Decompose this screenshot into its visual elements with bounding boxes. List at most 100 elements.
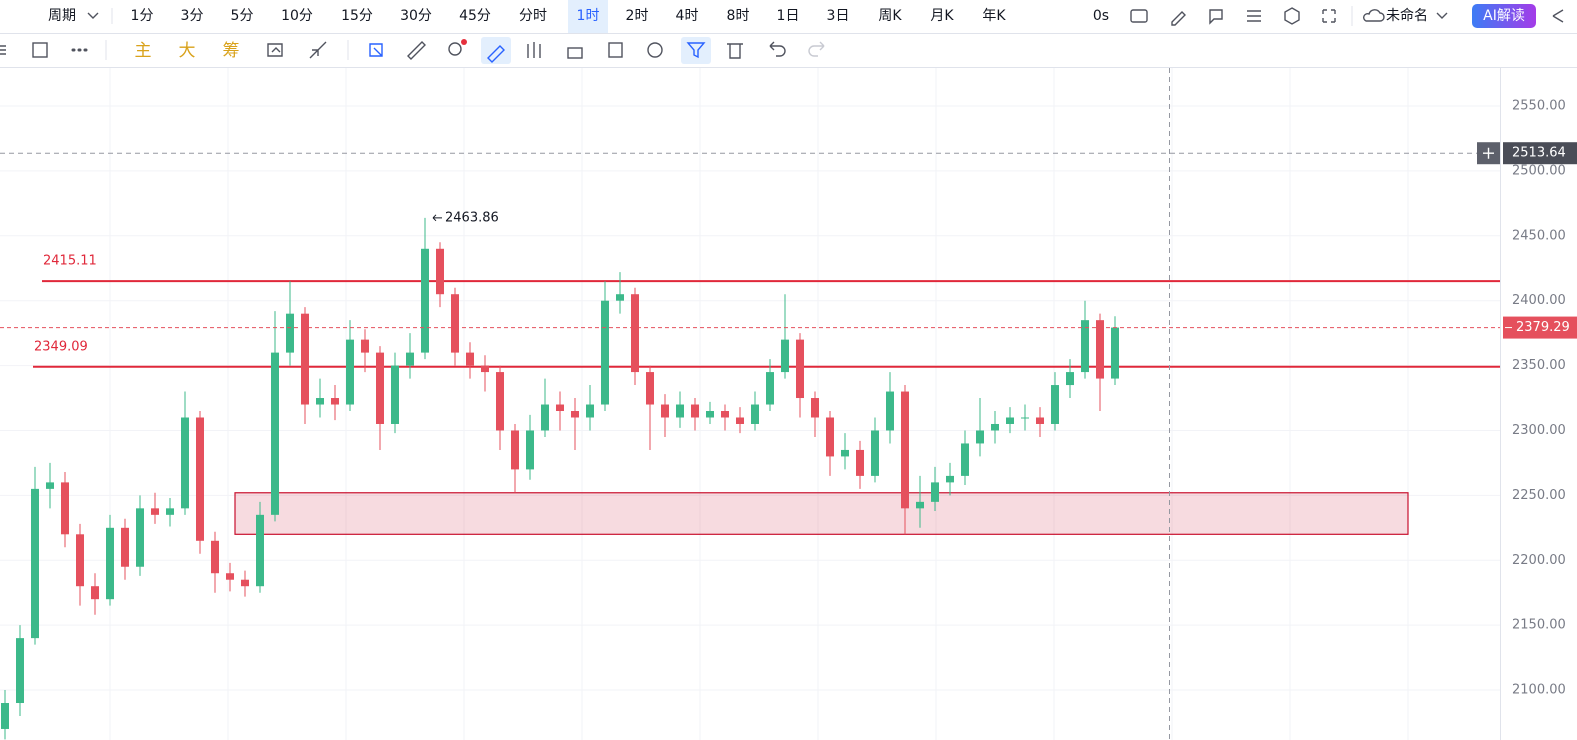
candle-body xyxy=(766,372,774,405)
horizontal-line-label: 2415.11 xyxy=(43,254,97,269)
crosshair-price-label: 2513.64 xyxy=(1512,146,1566,161)
square-icon[interactable] xyxy=(32,42,48,58)
indicator-button[interactable]: 主 xyxy=(135,41,152,61)
redo-icon[interactable] xyxy=(808,41,825,57)
interval-button[interactable]: 15分 xyxy=(341,8,373,24)
brush-icon[interactable] xyxy=(487,45,505,63)
candle-body xyxy=(31,488,39,639)
note-icon[interactable] xyxy=(608,42,623,58)
candle-body xyxy=(271,352,279,515)
candle-body xyxy=(871,430,879,476)
candle-body xyxy=(376,352,384,424)
indicator-button[interactable]: 筹 xyxy=(223,41,240,61)
interval-button[interactable]: 4时 xyxy=(676,8,699,24)
candle-body xyxy=(931,482,939,502)
pen-icon[interactable] xyxy=(1171,11,1186,26)
candle-body xyxy=(811,398,819,418)
interval-button[interactable]: 8时 xyxy=(727,8,750,24)
crosshair-price-box xyxy=(1503,142,1577,165)
active-tool-bg xyxy=(681,37,711,64)
candle-body xyxy=(106,527,114,600)
candle-body xyxy=(496,372,504,431)
interval-button[interactable]: 月K xyxy=(930,8,954,24)
candle-body xyxy=(421,248,429,353)
tool-icon[interactable] xyxy=(267,43,283,57)
candle-body xyxy=(301,313,309,405)
indicator-button[interactable]: 大 xyxy=(179,41,196,61)
plus-icon xyxy=(1483,147,1494,159)
y-tick-label: 2450.00 xyxy=(1512,228,1566,243)
interval-button[interactable]: 30分 xyxy=(400,8,432,24)
interval-button[interactable]: 2时 xyxy=(626,8,649,24)
interval-button[interactable]: 周K xyxy=(878,8,902,24)
interval-button[interactable]: 3日 xyxy=(827,8,850,24)
interval-button[interactable]: 年K xyxy=(982,8,1006,24)
candle-body xyxy=(1111,327,1119,379)
candle-body xyxy=(661,404,669,418)
candle-body xyxy=(946,475,954,483)
candle-body xyxy=(1006,417,1014,424)
ai-button[interactable] xyxy=(1472,4,1536,28)
candle-body xyxy=(616,294,624,301)
ruler-icon[interactable] xyxy=(407,41,426,60)
candle-body xyxy=(691,404,699,418)
interval-button[interactable]: 1日 xyxy=(777,8,800,24)
last-price-label: 2379.29 xyxy=(1516,320,1570,335)
candle-body xyxy=(1036,417,1044,424)
y-tick-label: 2350.00 xyxy=(1512,358,1566,373)
undo-icon[interactable] xyxy=(769,41,786,57)
tool-icon[interactable] xyxy=(309,41,327,59)
y-tick-label: 2300.00 xyxy=(1512,423,1566,438)
interval-button[interactable]: 1时 xyxy=(577,8,600,24)
filter-icon[interactable] xyxy=(686,42,706,59)
candle-body xyxy=(706,411,714,418)
camera-icon[interactable] xyxy=(1130,9,1148,23)
layout-name[interactable]: 未命名 xyxy=(1386,7,1428,24)
share-icon[interactable] xyxy=(1552,9,1564,23)
candle-body xyxy=(196,417,204,541)
candle-body xyxy=(136,508,144,567)
interval-button[interactable]: 分时 xyxy=(519,8,547,24)
candle-body xyxy=(361,339,369,353)
y-tick-label: 2550.00 xyxy=(1512,99,1566,114)
ai-button-label[interactable]: AI解读 xyxy=(1483,7,1525,24)
candle-body xyxy=(61,482,69,535)
y-tick-label: 2400.00 xyxy=(1512,293,1566,308)
candle-body xyxy=(331,398,339,405)
period-menu[interactable]: 周期 xyxy=(48,8,76,24)
interval-button[interactable]: 5分 xyxy=(231,8,254,24)
settings-icon[interactable] xyxy=(1284,7,1300,25)
menu-icon[interactable] xyxy=(0,45,6,55)
lock-icon[interactable] xyxy=(567,47,583,59)
candle-body xyxy=(226,573,234,580)
plot xyxy=(0,68,1500,740)
candle-body xyxy=(1021,417,1029,419)
comment-icon[interactable] xyxy=(1209,9,1223,25)
interval-button[interactable]: 1分 xyxy=(131,8,154,24)
candle-body xyxy=(541,404,549,431)
zoom-icon[interactable] xyxy=(448,42,462,56)
support-zone xyxy=(234,492,1409,535)
list-icon[interactable] xyxy=(1247,10,1261,22)
candle-body xyxy=(76,534,84,587)
interval-button[interactable]: 10分 xyxy=(281,8,313,24)
interval-button[interactable]: 3分 xyxy=(181,8,204,24)
y-tick-label: 2150.00 xyxy=(1512,618,1566,633)
candle-body xyxy=(241,579,249,587)
candle-body xyxy=(1081,320,1089,373)
interval-button[interactable]: 45分 xyxy=(459,8,491,24)
magnet-icon[interactable] xyxy=(647,42,663,58)
fullscreen-icon[interactable] xyxy=(1322,9,1336,23)
candle-body xyxy=(466,352,474,366)
high-marker-label: 2463.86 xyxy=(445,210,499,225)
candle-body xyxy=(556,404,564,412)
candle-body xyxy=(721,411,729,418)
candle-body xyxy=(451,294,459,353)
candle-body xyxy=(646,372,654,405)
candles-icon[interactable] xyxy=(527,42,541,58)
candle-body xyxy=(856,449,864,476)
trash-icon[interactable] xyxy=(727,43,743,59)
tool-icon[interactable] xyxy=(369,43,383,57)
y-tick-label: 2100.00 xyxy=(1512,683,1566,698)
